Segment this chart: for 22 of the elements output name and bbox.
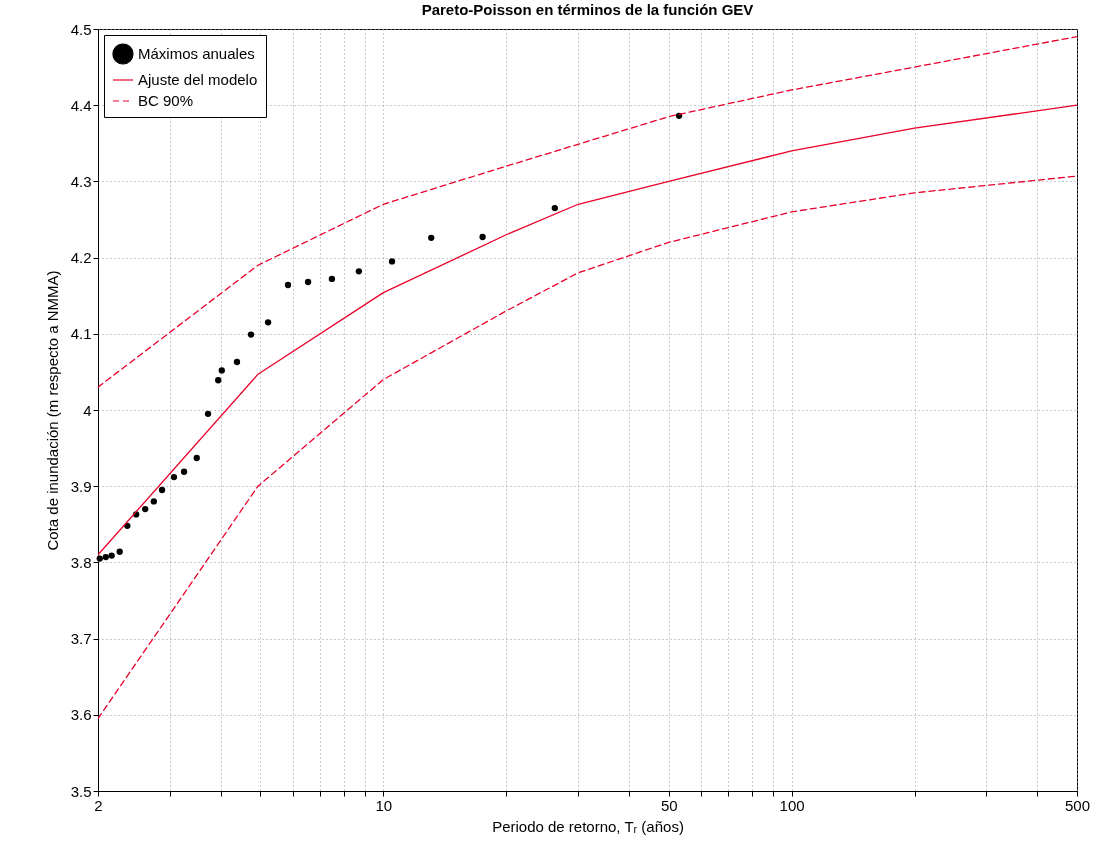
- legend-label: Máximos anuales: [138, 45, 255, 62]
- legend-label: BC 90%: [138, 92, 194, 109]
- y-axis-title: Cota de inundación (m respecto a NMMA): [43, 270, 61, 551]
- y-tick-label: 3.6: [70, 706, 92, 724]
- y-tick-label: 4.2: [70, 249, 92, 267]
- y-tick-label: 4: [83, 401, 92, 419]
- x-tick-label: 2: [94, 796, 103, 814]
- y-tick-label: 4.1: [70, 325, 92, 343]
- x-tick-label: 50: [660, 796, 678, 814]
- chart-title: Pareto-Poisson en términos de la función GEV: [421, 1, 754, 18]
- x-axis-title: Periodo de retorno, Tᵣ (años): [492, 817, 684, 835]
- y-tick-label: 4.5: [70, 20, 92, 38]
- y-tick-label: 3.8: [70, 553, 92, 571]
- y-tick-label: 3.5: [70, 782, 92, 800]
- legend-label: Ajuste del modelo: [138, 71, 258, 88]
- y-tick-label: 4.4: [70, 96, 92, 114]
- x-tick-label: 10: [375, 796, 393, 814]
- y-tick-label: 3.7: [70, 630, 92, 648]
- y-tick-label: 4.3: [70, 172, 92, 190]
- x-tick-label: 100: [779, 796, 805, 814]
- x-tick-label: 500: [1064, 796, 1091, 814]
- y-tick-label: 3.9: [70, 477, 92, 495]
